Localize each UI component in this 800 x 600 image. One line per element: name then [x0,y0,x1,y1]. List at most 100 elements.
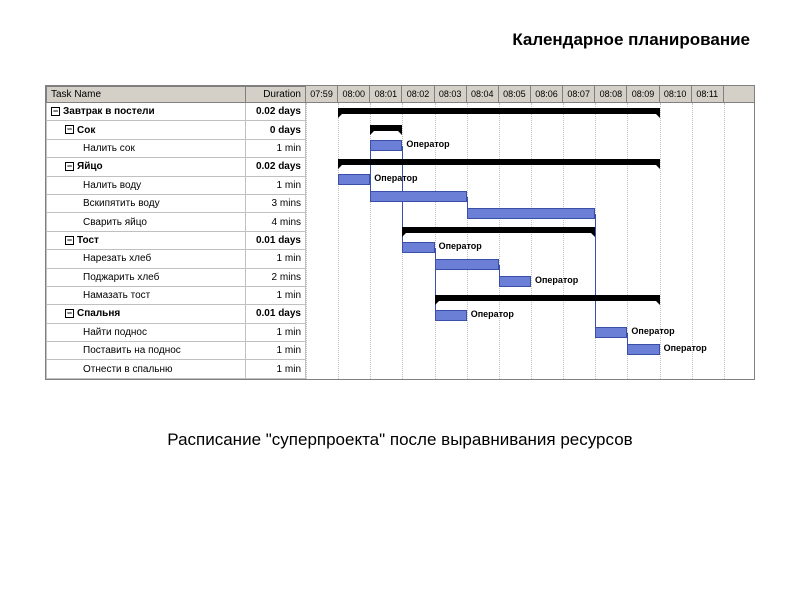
table-row[interactable]: Вскипятить воду 3 mins [47,194,306,212]
summary-bar[interactable] [370,120,402,137]
collapse-icon[interactable]: − [65,125,74,134]
task-bar[interactable]: Оператор [338,171,370,188]
time-header-cell: 08:06 [531,86,563,102]
task-name-label: Налить воду [83,180,141,191]
task-name-cell[interactable]: −Яйцо [47,158,246,176]
time-header-cell: 08:07 [563,86,595,102]
table-row[interactable]: Поставить на поднос1 min [47,342,306,360]
task-name-cell[interactable]: Налить воду [47,176,246,194]
task-bar-label: Оператор [374,173,417,183]
task-name-label: Поджарить хлеб [83,272,159,283]
duration-cell: 1 min [246,286,306,304]
task-name-label: Завтрак в постели [63,106,155,117]
duration-cell: 2 mins [246,268,306,286]
task-name-label: Вскипятить воду [83,198,160,209]
grid-line [692,103,693,379]
summary-bar[interactable] [435,290,660,307]
table-row[interactable]: Отнести в спальню1 min [47,360,306,379]
task-name-label: Намазать тост [83,290,150,301]
gantt-chart[interactable]: 07:5908:0008:0108:0208:0308:0408:0508:06… [306,86,754,379]
task-name-cell[interactable]: Отнести в спальню [47,360,246,379]
task-bar[interactable] [467,205,596,222]
summary-bar[interactable] [338,154,659,171]
task-bar-label: Оператор [439,241,482,251]
table-row[interactable]: −Сок0 days [47,121,306,139]
task-name-cell[interactable]: −Сок [47,121,246,139]
task-bar[interactable]: Оператор [402,239,434,256]
col-header-taskname[interactable]: Task Name [47,87,246,103]
duration-cell: 0.01 days [246,231,306,249]
collapse-icon[interactable]: − [51,107,60,116]
table-row[interactable]: Налить сок 1 min [47,139,306,157]
task-bar[interactable]: Оператор [370,137,402,154]
task-name-label: Налить сок [83,143,135,154]
grid-line [306,103,307,379]
task-name-cell[interactable]: Нарезать хлеб [47,250,246,268]
table-row[interactable]: Намазать тост 1 min [47,286,306,304]
task-bar[interactable]: Оператор [627,341,659,358]
task-name-label: Сок [77,125,95,136]
grid-line [724,103,725,379]
task-bar-label: Оператор [406,139,449,149]
task-bar-label: Оператор [631,326,674,336]
task-name-label: Поставить на поднос [83,345,181,356]
table-row[interactable]: −Завтрак в постели0.02 days [47,103,306,121]
table-row[interactable]: −Тост0.01 days [47,231,306,249]
grid-line [660,103,661,379]
grid-line [531,103,532,379]
chart-body: ОператорОператорОператорОператорОператор… [306,103,754,379]
time-header-cell: 07:59 [306,86,338,102]
task-name-label: Тост [77,235,99,246]
table-row[interactable]: Нарезать хлеб1 min [47,250,306,268]
duration-cell: 3 mins [246,194,306,212]
task-bar[interactable]: Оператор [499,273,531,290]
time-header: 07:5908:0008:0108:0208:0308:0408:0508:06… [306,86,754,103]
task-table: Task Name Duration −Завтрак в постели0.0… [46,86,306,379]
summary-bar[interactable] [402,222,595,239]
task-name-cell[interactable]: Поставить на поднос [47,342,246,360]
col-header-duration[interactable]: Duration [246,87,306,103]
duration-cell: 0.02 days [246,103,306,121]
table-row[interactable]: Сварить яйцо4 mins [47,213,306,231]
duration-cell: 1 min [246,323,306,341]
table-row[interactable]: −Спальня0.01 days [47,305,306,323]
duration-cell: 1 min [246,139,306,157]
task-bar-label: Оператор [471,309,514,319]
task-bar[interactable]: Оператор [435,307,467,324]
task-name-cell[interactable]: Поджарить хлеб [47,268,246,286]
table-row[interactable]: −Яйцо0.02 days [47,158,306,176]
task-name-label: Спальня [77,308,120,319]
task-name-cell[interactable]: −Спальня [47,305,246,323]
task-name-cell[interactable]: Вскипятить воду [47,194,246,212]
task-name-label: Сварить яйцо [83,217,147,228]
grid-line [338,103,339,379]
duration-cell: 1 min [246,250,306,268]
time-header-cell: 08:00 [338,86,370,102]
task-name-cell[interactable]: Найти поднос [47,323,246,341]
collapse-icon[interactable]: − [65,162,74,171]
table-row[interactable]: Найти поднос 1 min [47,323,306,341]
task-name-cell[interactable]: −Завтрак в постели [47,103,246,121]
task-name-label: Яйцо [77,161,103,172]
time-header-cell: 08:08 [595,86,627,102]
task-bar[interactable]: Оператор [595,324,627,341]
table-row[interactable]: Налить воду1 min [47,176,306,194]
task-name-label: Найти поднос [83,327,147,338]
collapse-icon[interactable]: − [65,309,74,318]
table-row[interactable]: Поджарить хлеб 2 mins [47,268,306,286]
time-header-cell: 08:01 [370,86,402,102]
task-bar[interactable] [435,256,499,273]
task-name-cell[interactable]: Налить сок [47,139,246,157]
task-name-cell[interactable]: Намазать тост [47,286,246,304]
time-header-cell: 08:03 [435,86,467,102]
collapse-icon[interactable]: − [65,236,74,245]
gantt-panel: Task Name Duration −Завтрак в постели0.0… [45,85,755,380]
task-name-cell[interactable]: Сварить яйцо [47,213,246,231]
summary-bar[interactable] [338,103,659,120]
task-name-label: Отнести в спальню [83,364,173,375]
task-bar-label: Оператор [664,343,707,353]
task-bar-label: Оператор [535,275,578,285]
task-name-cell[interactable]: −Тост [47,231,246,249]
task-bar[interactable] [370,188,466,205]
time-header-cell: 08:04 [467,86,499,102]
